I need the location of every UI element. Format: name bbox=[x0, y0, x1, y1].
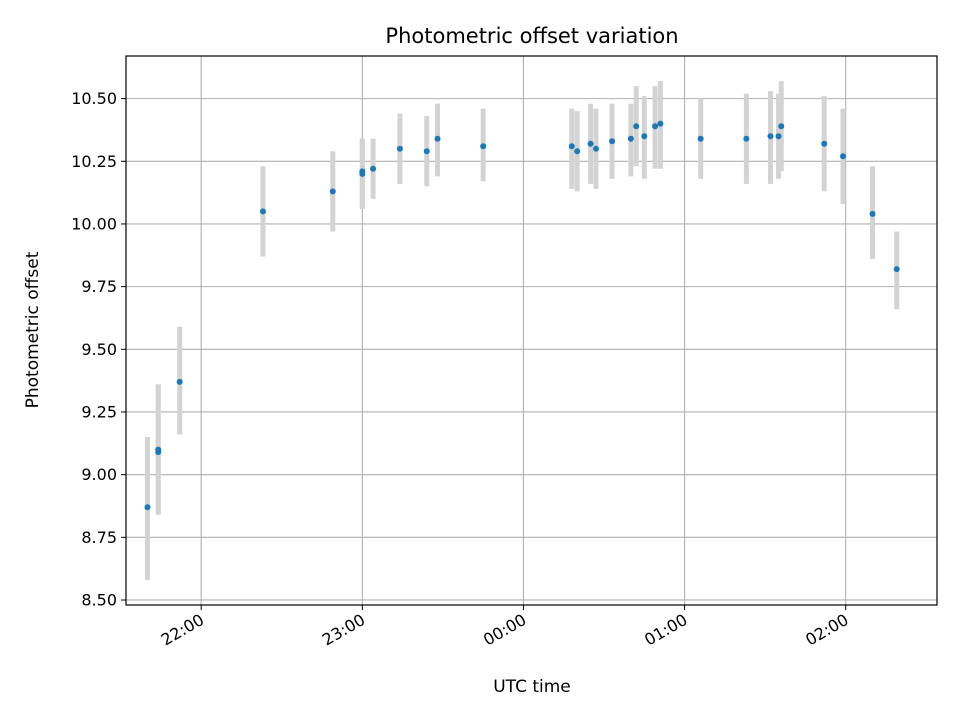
data-point bbox=[396, 145, 403, 152]
data-point bbox=[155, 446, 162, 453]
data-point bbox=[574, 148, 581, 155]
data-point bbox=[775, 133, 782, 140]
data-point bbox=[767, 133, 774, 140]
data-point bbox=[778, 123, 785, 130]
y-tick-label: 10.50 bbox=[71, 89, 117, 108]
data-point bbox=[370, 165, 377, 172]
y-tick-label: 9.00 bbox=[81, 465, 117, 484]
x-axis-title: UTC time bbox=[493, 677, 571, 697]
data-point bbox=[259, 208, 266, 215]
y-tick-label: 8.50 bbox=[81, 590, 117, 609]
y-tick-label: 9.25 bbox=[81, 402, 117, 421]
data-point bbox=[697, 135, 704, 142]
data-point bbox=[434, 135, 441, 142]
data-point bbox=[893, 266, 900, 273]
data-point bbox=[587, 140, 594, 147]
data-point bbox=[821, 140, 828, 147]
data-point bbox=[633, 123, 640, 130]
y-tick-label: 10.25 bbox=[71, 152, 117, 171]
data-point bbox=[627, 135, 634, 142]
y-tick-label: 10.00 bbox=[71, 214, 117, 233]
data-point bbox=[609, 138, 616, 145]
point-layer bbox=[144, 120, 900, 511]
data-point bbox=[359, 170, 366, 177]
data-point bbox=[144, 504, 151, 511]
data-point bbox=[329, 188, 336, 195]
y-tick-label: 8.75 bbox=[81, 528, 117, 547]
y-tick-label: 9.50 bbox=[81, 340, 117, 359]
data-point bbox=[652, 123, 659, 130]
chart-title: Photometric offset variation bbox=[385, 24, 678, 48]
data-point bbox=[869, 210, 876, 217]
data-point bbox=[176, 378, 183, 385]
data-point bbox=[592, 145, 599, 152]
data-point bbox=[743, 135, 750, 142]
data-point bbox=[480, 143, 487, 150]
plot-frame bbox=[125, 55, 938, 606]
y-axis-title: Photometric offset bbox=[23, 251, 43, 408]
data-point bbox=[641, 133, 648, 140]
data-point bbox=[840, 153, 847, 160]
y-tick-label: 9.75 bbox=[81, 277, 117, 296]
data-point bbox=[568, 143, 575, 150]
data-point bbox=[423, 148, 430, 155]
data-point bbox=[657, 120, 664, 127]
